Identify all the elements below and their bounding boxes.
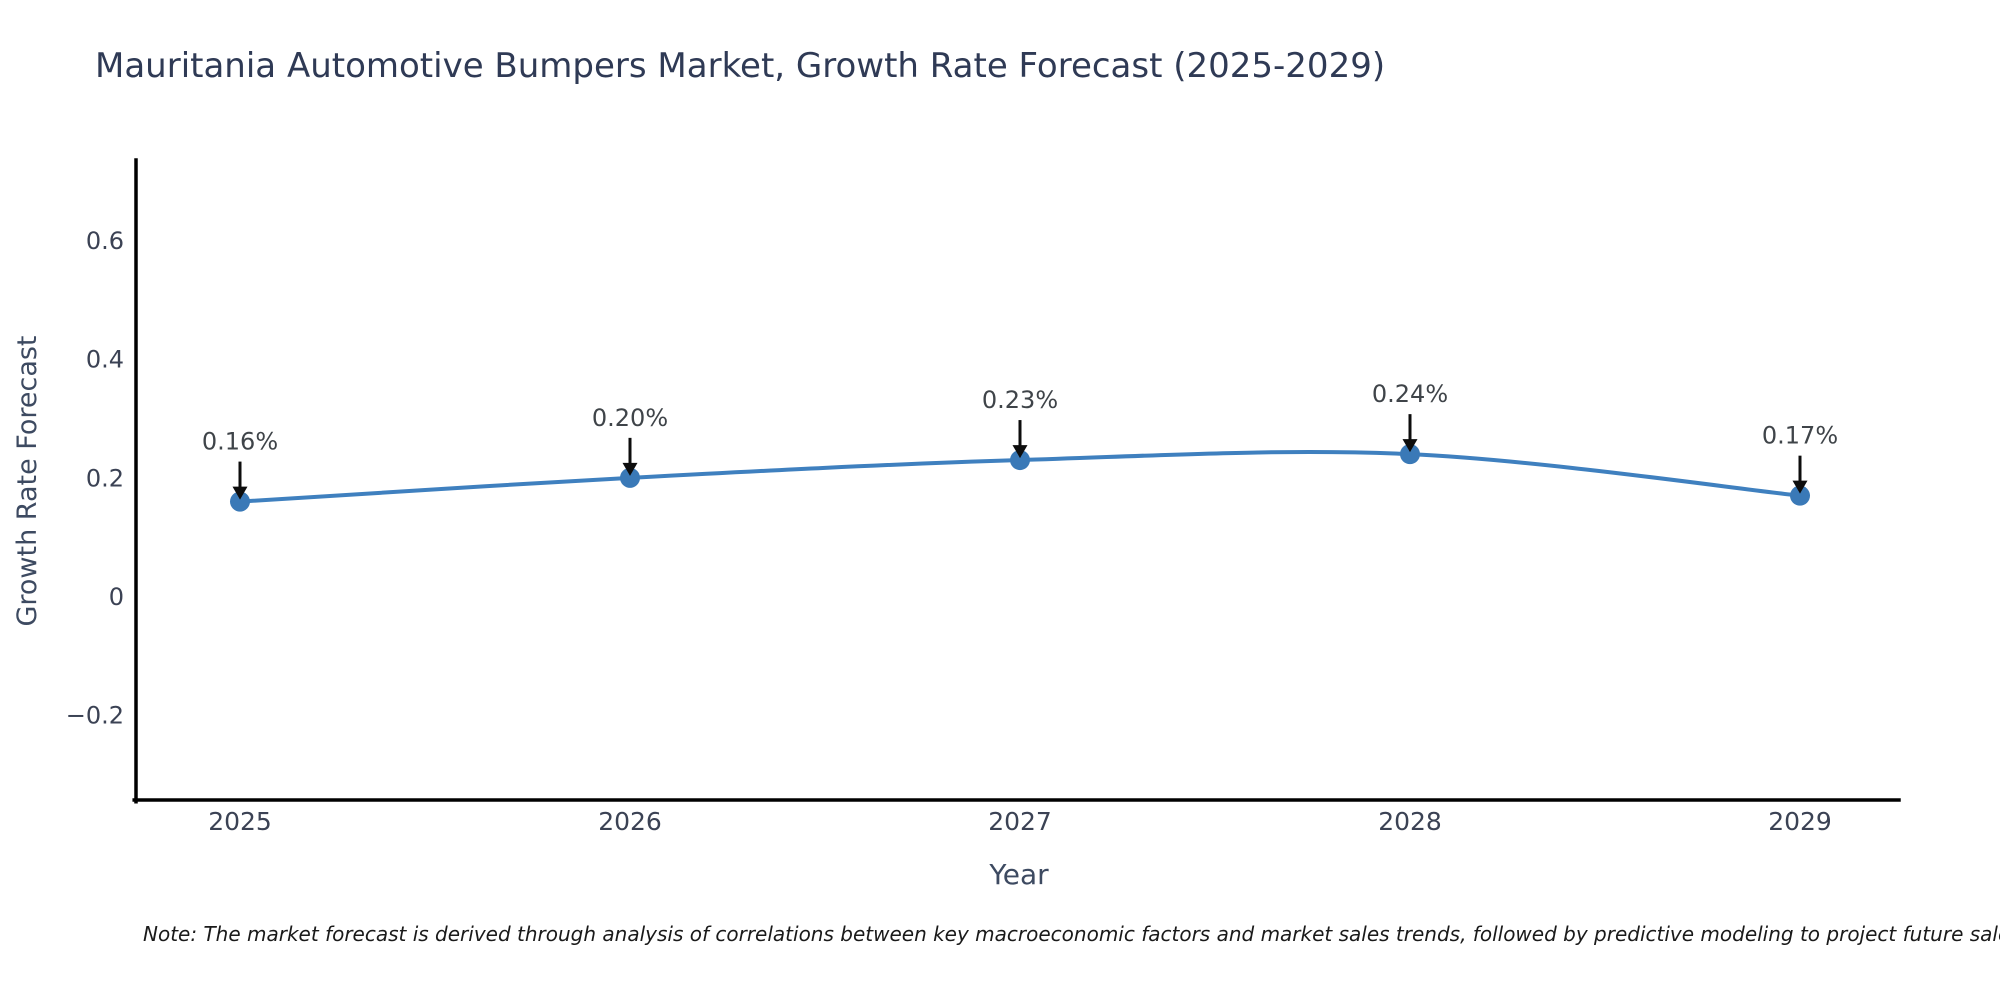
x-axis-title: Year — [988, 858, 1049, 891]
annotation-arrowhead-icon — [1402, 439, 1418, 453]
y-tick-label: 0.2 — [86, 464, 124, 492]
chart-title: Mauritania Automotive Bumpers Market, Gr… — [95, 46, 1385, 86]
data-points — [230, 444, 1810, 512]
y-tick-label: 0.6 — [86, 227, 124, 255]
x-tick-label: 2027 — [988, 807, 1052, 836]
point-value-label: 0.23% — [982, 386, 1058, 414]
point-value-label: 0.16% — [202, 428, 278, 456]
annotation-arrowhead-icon — [622, 462, 638, 476]
y-axis-title: Growth Rate Forecast — [12, 335, 43, 626]
data-point-marker — [1400, 444, 1420, 465]
y-tick-label: −0.2 — [66, 702, 124, 730]
y-tick-label: 0.4 — [86, 346, 124, 374]
data-point-marker — [1010, 450, 1030, 471]
annotation-arrowhead-icon — [1792, 480, 1808, 494]
point-value-label: 0.20% — [592, 404, 668, 432]
x-tick-label: 2028 — [1378, 807, 1442, 836]
point-value-label: 0.24% — [1372, 380, 1448, 408]
x-tick-label: 2025 — [208, 807, 272, 836]
x-tick-label: 2029 — [1768, 807, 1832, 836]
y-tick-label: 0 — [109, 583, 124, 611]
annotation-arrowhead-icon — [232, 486, 248, 500]
data-point-marker — [620, 467, 640, 488]
footnote: Note: The market forecast is derived thr… — [143, 922, 2000, 946]
point-annotations: 0.16% 0.20% 0.23% 0.24% 0.17% — [202, 380, 1838, 500]
data-point-marker — [1790, 485, 1810, 506]
x-tick-label: 2026 — [598, 807, 662, 836]
x-axis-tick-labels: 2025 2026 2027 2028 2029 — [208, 807, 1832, 836]
data-point-marker — [230, 491, 250, 512]
point-value-label: 0.17% — [1762, 422, 1838, 450]
annotation-arrowhead-icon — [1012, 445, 1028, 459]
y-axis-tick-labels: 0.6 0.4 0.2 0 −0.2 — [66, 227, 124, 730]
